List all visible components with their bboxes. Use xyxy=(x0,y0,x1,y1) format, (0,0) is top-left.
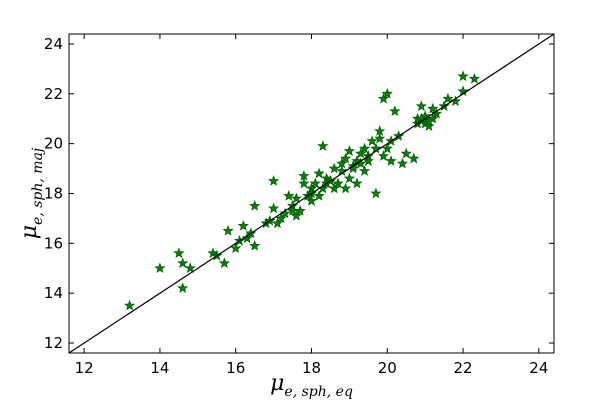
data-point-star xyxy=(218,257,230,269)
data-point-star xyxy=(173,247,185,259)
data-point-star xyxy=(290,210,302,221)
data-point-star xyxy=(154,262,166,274)
x-tick-label: 16 xyxy=(226,359,245,377)
data-point-star xyxy=(381,142,393,154)
x-tick-label: 20 xyxy=(378,359,397,377)
y-axis-ticks: 12 14 16 18 20 22 24 xyxy=(44,35,554,352)
data-point-star xyxy=(313,190,325,201)
data-point-star xyxy=(442,92,454,104)
data-point-star xyxy=(343,145,355,156)
data-point-star xyxy=(408,152,420,164)
data-point-star xyxy=(230,242,242,254)
data-point-star xyxy=(328,162,340,174)
y-tick-label: 12 xyxy=(44,334,63,352)
data-point-star xyxy=(340,182,352,194)
data-point-star xyxy=(298,177,310,189)
x-axis-label-sub: e, sph, eq xyxy=(284,384,353,400)
data-point-star xyxy=(423,120,435,131)
data-point-star xyxy=(294,205,306,216)
data-point-star xyxy=(305,195,318,206)
data-point-star xyxy=(400,147,412,159)
data-point-star xyxy=(283,190,295,201)
data-point-star xyxy=(241,232,253,244)
data-point-star xyxy=(389,105,401,116)
x-axis-label: μe, sph, eq xyxy=(270,371,353,400)
data-point-star xyxy=(358,165,371,176)
y-axis-label-sub: e, sph, maj xyxy=(30,147,46,225)
x-axis-label-main: μ xyxy=(270,371,284,396)
data-point-star xyxy=(358,142,371,154)
data-point-star xyxy=(249,239,261,251)
x-axis-ticks: 12 14 16 18 20 22 24 xyxy=(75,34,548,377)
data-point-star xyxy=(385,155,397,166)
y-tick-label: 22 xyxy=(44,85,63,103)
y-tick-label: 16 xyxy=(44,234,63,252)
data-point-star xyxy=(184,262,196,274)
x-tick-label: 12 xyxy=(75,359,94,377)
y-tick-label: 24 xyxy=(44,35,63,53)
data-point-star xyxy=(313,167,325,179)
data-point-star xyxy=(177,257,189,269)
data-point-star xyxy=(396,157,409,169)
data-point-star xyxy=(275,212,287,224)
data-point-star xyxy=(370,187,382,199)
data-point-star xyxy=(124,299,136,311)
data-point-star xyxy=(347,162,359,174)
data-point-star xyxy=(177,282,189,293)
x-tick-label: 18 xyxy=(302,359,321,377)
data-point-star xyxy=(268,175,280,186)
y-axis-label: μe, sph, maj xyxy=(17,147,46,239)
data-point-star xyxy=(377,150,390,161)
data-points xyxy=(124,70,480,311)
data-point-star xyxy=(332,177,344,189)
data-point-star xyxy=(355,157,367,169)
data-point-star xyxy=(298,170,310,181)
data-point-star xyxy=(457,70,469,82)
data-point-star xyxy=(249,200,261,211)
data-point-star xyxy=(336,157,348,169)
data-point-star xyxy=(222,225,234,236)
data-point-star xyxy=(355,147,367,159)
data-point-star xyxy=(468,73,480,84)
data-point-star xyxy=(351,177,363,189)
data-point-star xyxy=(271,217,283,229)
data-point-star xyxy=(449,95,462,107)
data-point-star xyxy=(309,177,321,189)
data-point-star xyxy=(328,182,340,194)
data-point-star xyxy=(377,92,390,104)
data-point-star xyxy=(427,102,439,114)
x-tick-label: 24 xyxy=(529,359,548,377)
y-tick-label: 18 xyxy=(44,185,63,203)
y-axis-label-main: μ xyxy=(17,225,42,239)
data-point-star xyxy=(237,220,249,231)
data-point-star xyxy=(430,107,443,119)
data-point-star xyxy=(317,140,329,151)
y-tick-label: 20 xyxy=(44,135,63,153)
data-point-star xyxy=(343,172,355,184)
data-point-star xyxy=(415,100,427,112)
x-tick-label: 14 xyxy=(150,359,169,377)
data-point-star xyxy=(423,115,435,126)
data-point-star xyxy=(279,207,291,219)
data-point-star xyxy=(381,87,393,99)
data-point-star xyxy=(340,152,352,164)
data-point-star xyxy=(366,135,378,146)
x-tick-label: 22 xyxy=(454,359,473,377)
data-point-star xyxy=(317,182,329,194)
reference-line xyxy=(68,33,555,354)
data-point-star xyxy=(290,192,302,204)
y-tick-label: 14 xyxy=(44,284,63,302)
data-point-star xyxy=(362,155,374,166)
data-point-star xyxy=(268,202,280,214)
data-point-star xyxy=(374,132,386,144)
